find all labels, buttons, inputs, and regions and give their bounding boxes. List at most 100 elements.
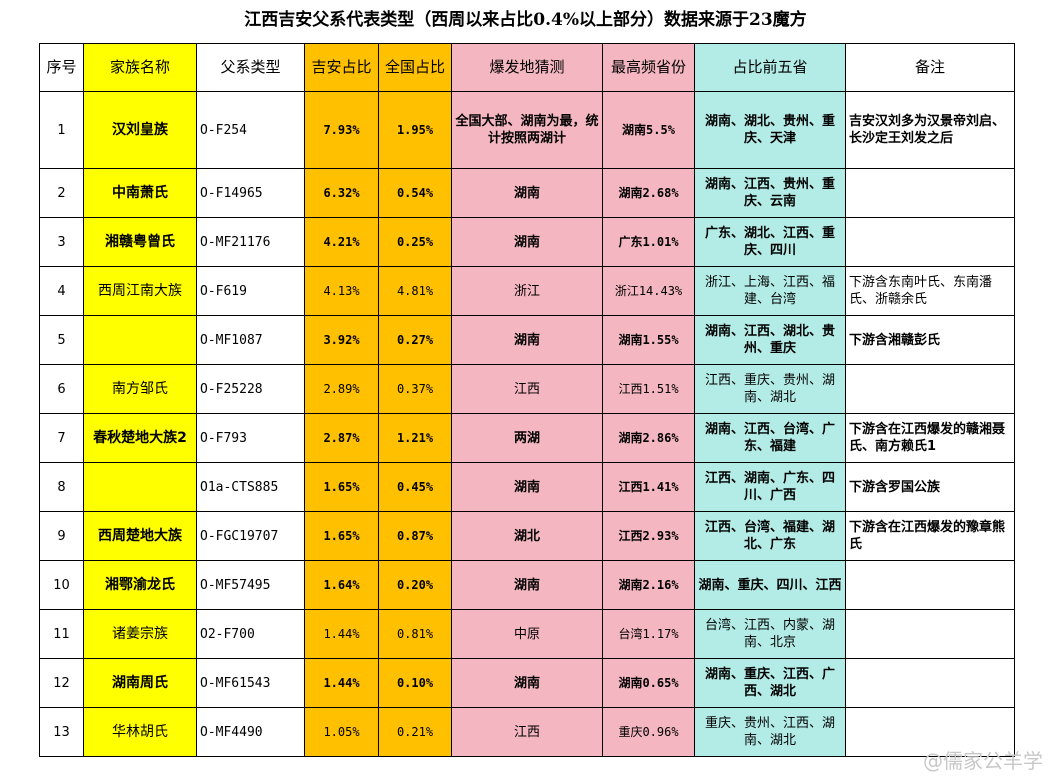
top-province: 湖南0.65%	[602, 658, 695, 708]
jian-share: 1.44%	[304, 609, 379, 659]
family-name: 华林胡氏	[83, 707, 197, 757]
top-five-provinces: 江西、重庆、贵州、湖南、湖北	[694, 364, 846, 414]
jian-share: 3.92%	[304, 315, 379, 365]
family-name: 西周江南大族	[83, 266, 197, 316]
top-province: 浙江14.43%	[602, 266, 695, 316]
top-province: 湖南2.68%	[602, 168, 695, 218]
origin-guess: 湖北	[451, 511, 603, 561]
header-note: 备注	[845, 43, 1015, 92]
paternal-type: O2-F700	[196, 609, 305, 659]
note: 下游含罗国公族	[845, 462, 1015, 512]
table-row: 4 西周江南大族 O-F619 4.13% 4.81% 浙江 浙江14.43% 浙江、上海、江…	[39, 266, 1015, 316]
top-five-provinces: 台湾、江西、内蒙、湖南、北京	[694, 609, 846, 659]
top-province: 广东1.01%	[602, 217, 695, 267]
note	[845, 609, 1015, 659]
family-name	[83, 315, 197, 365]
jian-share: 2.89%	[304, 364, 379, 414]
family-name: 汉刘皇族	[83, 91, 197, 169]
table-row: 10 湘鄂渝龙氏 O-MF57495 1.64% 0.20% 湖南 湖南2.16% 湖南、重庆…	[39, 560, 1015, 610]
family-name: 南方邹氏	[83, 364, 197, 414]
table-row: 12 湖南周氏 O-MF61543 1.44% 0.10% 湖南 湖南0.65% 湖南、重庆、…	[39, 658, 1015, 708]
top-province: 湖南1.55%	[602, 315, 695, 365]
header-family: 家族名称	[83, 43, 197, 92]
row-index: 9	[39, 511, 84, 561]
top-five-provinces: 江西、台湾、福建、湖北、广东	[694, 511, 846, 561]
paternal-type: O-F254	[196, 91, 305, 169]
national-share: 0.37%	[378, 364, 452, 414]
jian-share: 1.65%	[304, 462, 379, 512]
note	[845, 168, 1015, 218]
row-index: 11	[39, 609, 84, 659]
family-name: 湘鄂渝龙氏	[83, 560, 197, 610]
jian-share: 4.21%	[304, 217, 379, 267]
paternal-type: O-MF57495	[196, 560, 305, 610]
top-five-provinces: 湖南、江西、台湾、广东、福建	[694, 413, 846, 463]
paternal-type: O-F25228	[196, 364, 305, 414]
header-top5: 占比前五省	[694, 43, 846, 92]
national-share: 0.87%	[378, 511, 452, 561]
top-province: 江西1.41%	[602, 462, 695, 512]
header-origin: 爆发地猜测	[451, 43, 603, 92]
top-five-provinces: 湖南、重庆、四川、江西	[694, 560, 846, 610]
top-five-provinces: 湖南、湖北、贵州、重庆、天津	[694, 91, 846, 169]
origin-guess: 湖南	[451, 560, 603, 610]
header-national: 全国占比	[378, 43, 452, 92]
family-name: 西周楚地大族	[83, 511, 197, 561]
national-share: 0.27%	[378, 315, 452, 365]
table-row: 5 O-MF1087 3.92% 0.27% 湖南 湖南1.55% 湖南、江西、湖北、贵州、…	[39, 315, 1015, 365]
row-index: 13	[39, 707, 84, 757]
row-index: 7	[39, 413, 84, 463]
national-share: 0.20%	[378, 560, 452, 610]
family-name: 湘赣粤曾氏	[83, 217, 197, 267]
origin-guess: 湖南	[451, 217, 603, 267]
origin-guess: 江西	[451, 364, 603, 414]
family-name	[83, 462, 197, 512]
row-index: 10	[39, 560, 84, 610]
jian-share: 7.93%	[304, 91, 379, 169]
header-row: 序号 家族名称 父系类型 吉安占比 全国占比 爆发地猜测 最高频省份 占比前五省…	[39, 43, 1015, 92]
family-name: 诸姜宗族	[83, 609, 197, 659]
table-row: 1 汉刘皇族 O-F254 7.93% 1.95% 全国大部、湖南为最，统计按照两湖计 湖南…	[39, 91, 1015, 169]
row-index: 3	[39, 217, 84, 267]
header-jian: 吉安占比	[304, 43, 379, 92]
table-row: 2 中南萧氏 O-F14965 6.32% 0.54% 湖南 湖南2.68% 湖南、江西、贵州…	[39, 168, 1015, 218]
family-name: 春秋楚地大族2	[83, 413, 197, 463]
table-row: 11 诸姜宗族 O2-F700 1.44% 0.81% 中原 台湾1.17% 台湾、江西、内蒙…	[39, 609, 1015, 659]
row-index: 1	[39, 91, 84, 169]
family-name: 湖南周氏	[83, 658, 197, 708]
jian-share: 4.13%	[304, 266, 379, 316]
top-five-provinces: 广东、湖北、江西、重庆、四川	[694, 217, 846, 267]
origin-guess: 湖南	[451, 462, 603, 512]
jian-share: 1.44%	[304, 658, 379, 708]
national-share: 4.81%	[378, 266, 452, 316]
paternal-type: O-MF21176	[196, 217, 305, 267]
table-row: 6 南方邹氏 O-F25228 2.89% 0.37% 江西 江西1.51% 江西、重庆、贵州…	[39, 364, 1015, 414]
top-five-provinces: 湖南、江西、湖北、贵州、重庆	[694, 315, 846, 365]
header-index: 序号	[39, 43, 84, 92]
origin-guess: 湖南	[451, 168, 603, 218]
paternal-type: O-FGC19707	[196, 511, 305, 561]
note: 下游含在江西爆发的豫章熊氏	[845, 511, 1015, 561]
top-province: 江西2.93%	[602, 511, 695, 561]
table-row: 8 O1a-CTS885 1.65% 0.45% 湖南 江西1.41% 江西、湖南、广东、四…	[39, 462, 1015, 512]
watermark: @儒家公羊学	[923, 749, 1043, 773]
national-share: 0.21%	[378, 707, 452, 757]
note	[845, 560, 1015, 610]
header-top-province: 最高频省份	[602, 43, 695, 92]
top-province: 江西1.51%	[602, 364, 695, 414]
national-share: 0.45%	[378, 462, 452, 512]
origin-guess: 湖南	[451, 658, 603, 708]
top-province: 湖南2.16%	[602, 560, 695, 610]
paternal-type: O-MF61543	[196, 658, 305, 708]
jian-share: 1.05%	[304, 707, 379, 757]
paternal-type: O-F793	[196, 413, 305, 463]
note: 下游含东南叶氏、东南潘氏、浙赣余氏	[845, 266, 1015, 316]
national-share: 1.21%	[378, 413, 452, 463]
national-share: 0.25%	[378, 217, 452, 267]
top-province: 湖南2.86%	[602, 413, 695, 463]
jian-share: 1.64%	[304, 560, 379, 610]
table-row: 7 春秋楚地大族2 O-F793 2.87% 1.21% 两湖 湖南2.86% 湖南、江西、台…	[39, 413, 1015, 463]
jian-share: 2.87%	[304, 413, 379, 463]
national-share: 0.81%	[378, 609, 452, 659]
top-five-provinces: 重庆、贵州、江西、湖南、湖北	[694, 707, 846, 757]
